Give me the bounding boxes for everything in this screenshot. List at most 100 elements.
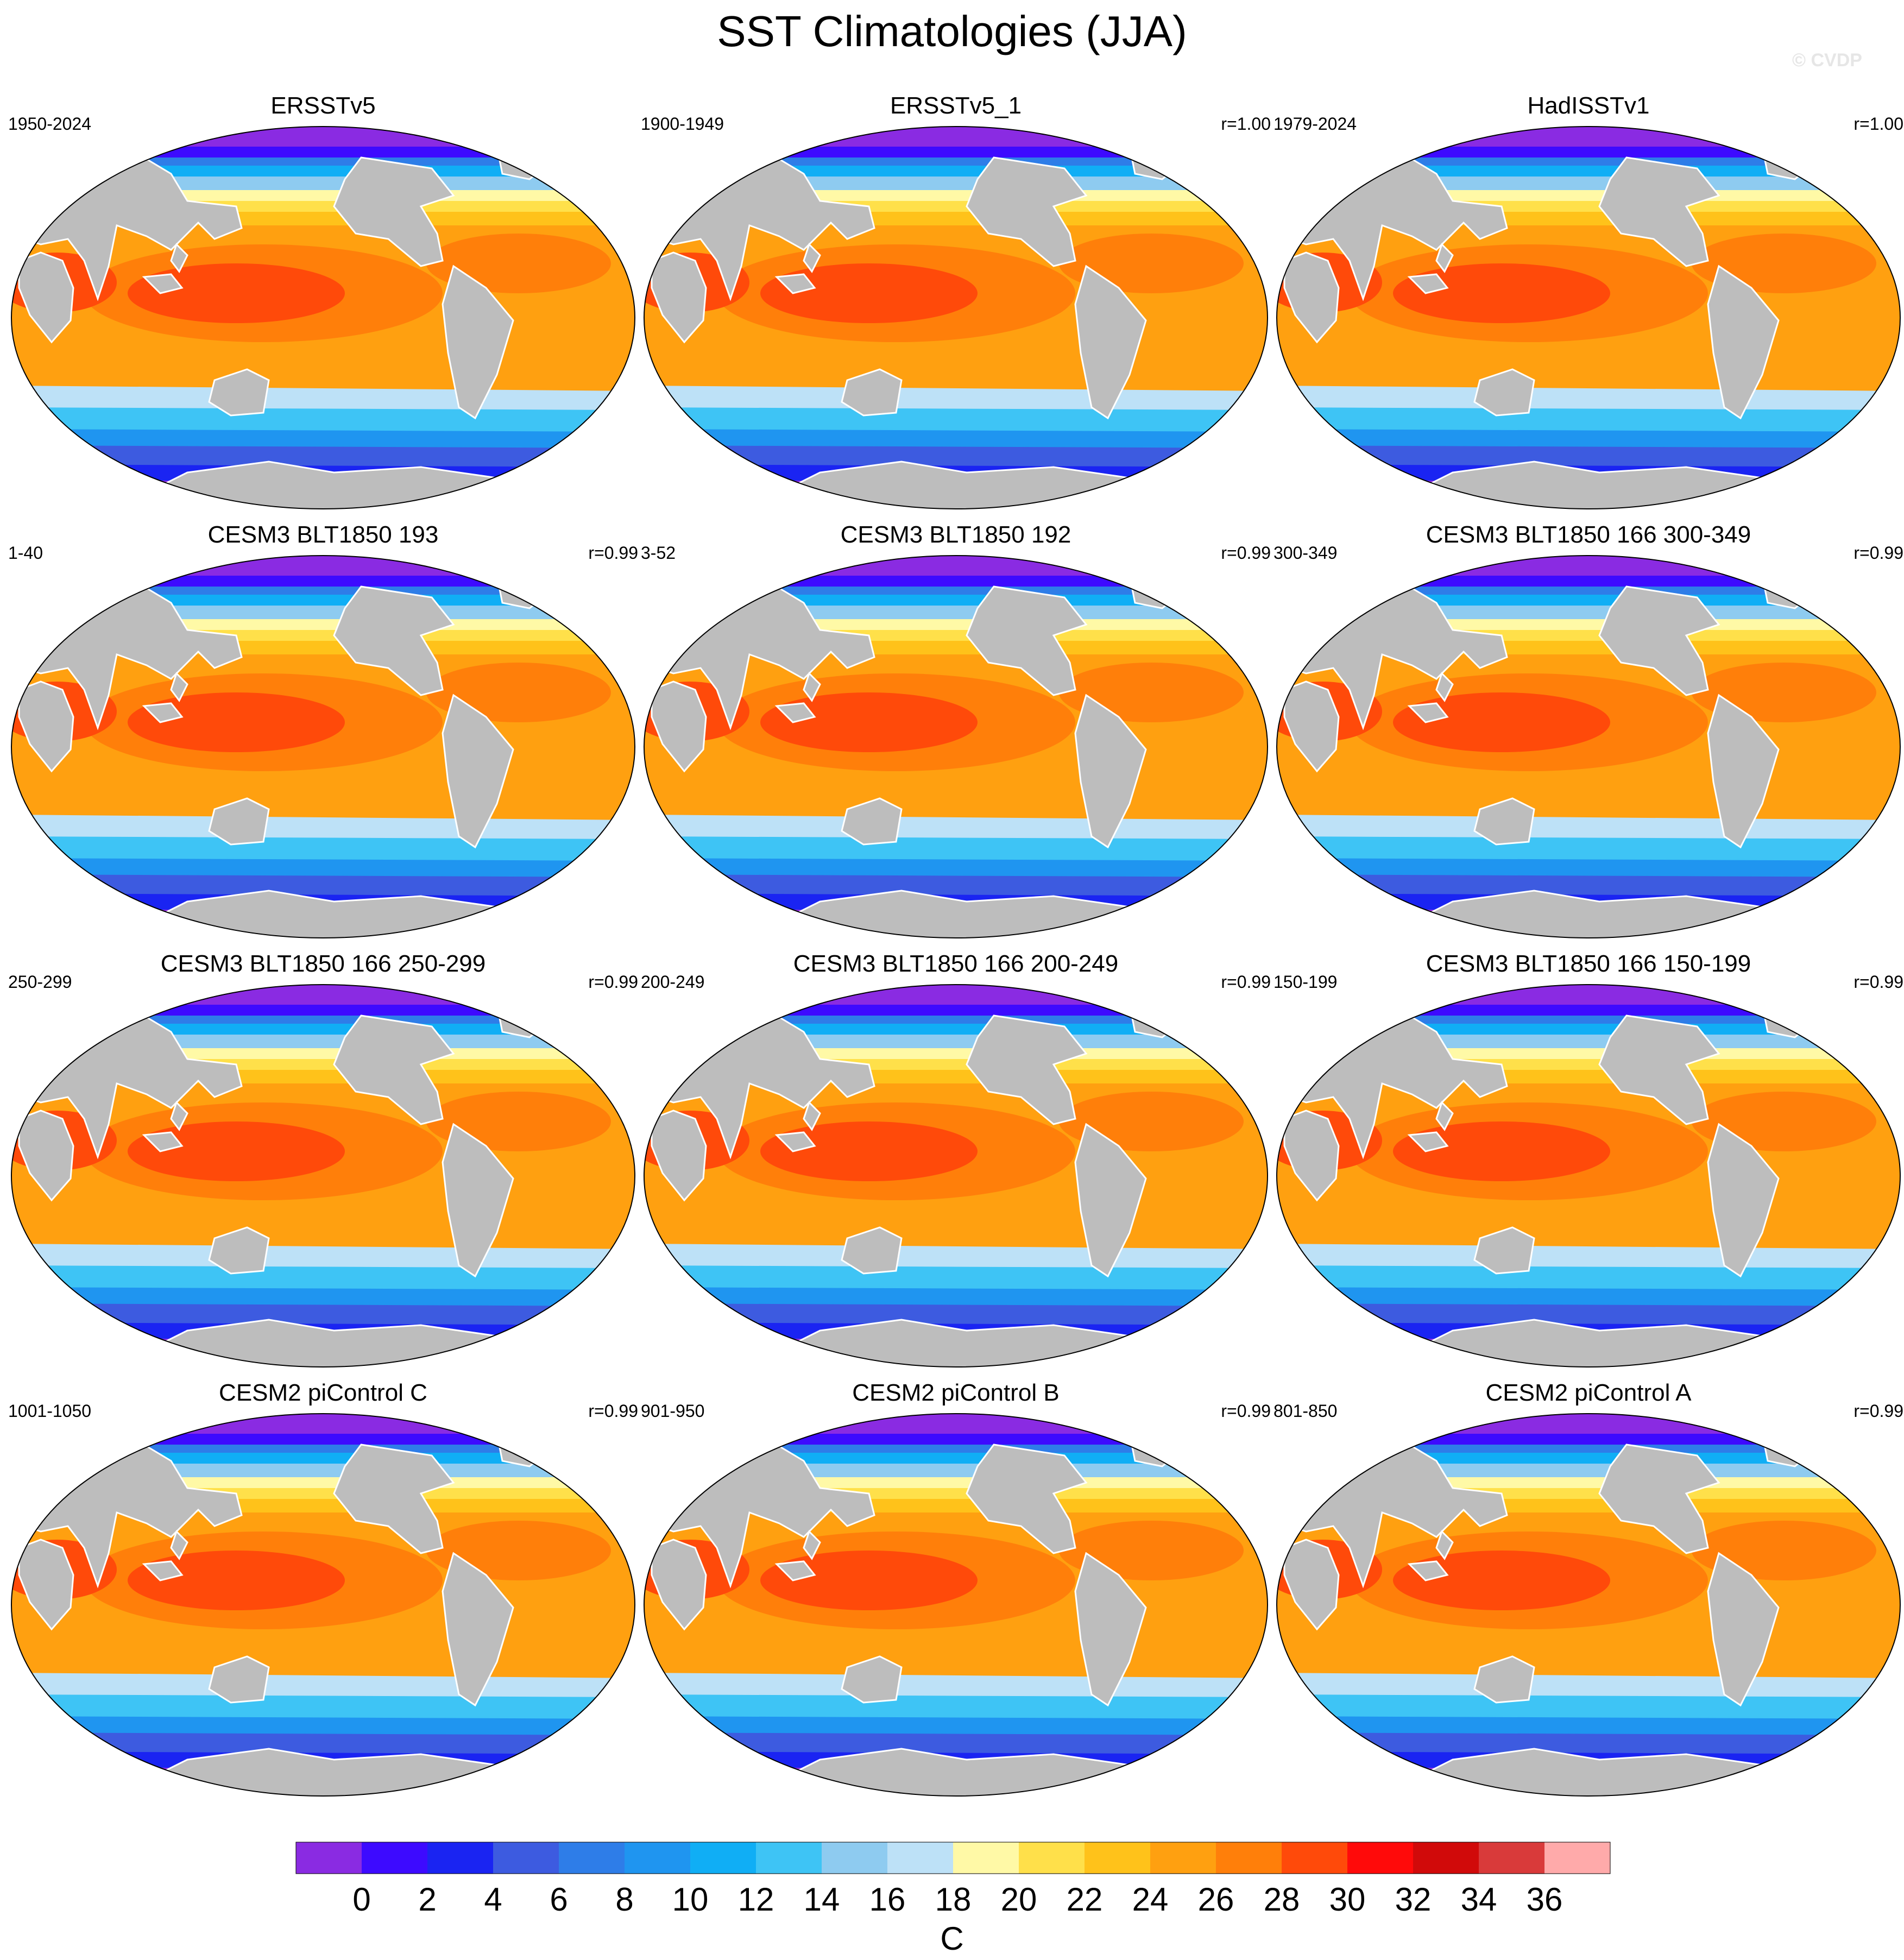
colorbar-tick-label: 16	[869, 1881, 906, 1918]
map-panel: CESM2 piControl A 801-850 r=0.99	[1273, 1379, 1903, 1808]
panel-correlation: r=0.99	[1853, 1401, 1903, 1421]
panel-title: CESM3 BLT1850 166 150-199	[1426, 950, 1751, 977]
panel-correlation: r=0.99	[1221, 972, 1271, 992]
map-panel: CESM3 BLT1850 166 200-249 200-249 r=0.99	[641, 950, 1271, 1379]
sst-map	[1273, 554, 1903, 945]
sst-map	[1273, 983, 1903, 1374]
panel-period: 250-299	[8, 972, 72, 992]
colorbar-tick-label: 26	[1198, 1881, 1234, 1918]
colorbar-swatch	[822, 1842, 888, 1874]
panel-title: CESM3 BLT1850 192	[840, 521, 1071, 548]
panel-period: 1950-2024	[8, 114, 92, 134]
colorbar-swatch	[1347, 1842, 1414, 1874]
colorbar-swatch	[362, 1842, 428, 1874]
colorbar-tick-label: 20	[1001, 1881, 1037, 1918]
colorbar-tick-label: 18	[935, 1881, 972, 1918]
colorbar-unit-label: C	[940, 1920, 963, 1957]
colorbar-swatch	[625, 1842, 691, 1874]
sst-map	[1273, 1412, 1903, 1803]
colorbar-tick-label: 34	[1461, 1881, 1497, 1918]
panel-correlation: r=0.99	[588, 1401, 638, 1421]
panel-period: 300-349	[1273, 543, 1338, 563]
map-panel: CESM3 BLT1850 166 150-199 150-199 r=0.99	[1273, 950, 1903, 1379]
map-panel: HadISSTv1 1979-2024 r=1.00	[1273, 92, 1903, 521]
map-panel: CESM3 BLT1850 166 300-349 300-349 r=0.99	[1273, 521, 1903, 950]
colorbar-swatch	[953, 1842, 1019, 1874]
colorbar-tick-label: 0	[352, 1881, 370, 1918]
panel-title: ERSSTv5_1	[890, 92, 1022, 119]
colorbar-tick-label: 22	[1067, 1881, 1103, 1918]
colorbar-swatch	[1150, 1842, 1216, 1874]
sst-map	[641, 125, 1271, 516]
map-panel: CESM3 BLT1850 166 250-299 250-299 r=0.99	[8, 950, 638, 1379]
sst-map	[641, 1412, 1271, 1803]
colorbar-swatch	[1282, 1842, 1348, 1874]
sst-map	[8, 125, 638, 516]
panel-period: 150-199	[1273, 972, 1338, 992]
colorbar-swatch	[559, 1842, 625, 1874]
colorbar-tick-label: 30	[1329, 1881, 1366, 1918]
map-panel: ERSSTv5_1 1900-1949 r=1.00	[641, 92, 1271, 521]
panel-period: 1-40	[8, 543, 43, 563]
panel-title: CESM2 piControl B	[852, 1379, 1060, 1406]
colorbar-swatch	[1544, 1842, 1611, 1874]
colorbar-tick-label: 28	[1264, 1881, 1300, 1918]
panel-correlation: r=0.99	[1853, 972, 1903, 992]
colorbar-swatch	[1216, 1842, 1282, 1874]
sst-map	[1273, 125, 1903, 516]
colorbar-swatch	[1019, 1842, 1085, 1874]
colorbar-swatch	[493, 1842, 559, 1874]
panel-correlation: r=0.99	[588, 972, 638, 992]
colorbar-tick-label: 14	[804, 1881, 840, 1918]
colorbar-tick-label: 8	[615, 1881, 633, 1918]
panel-correlation: r=0.99	[1221, 543, 1271, 563]
sst-map	[641, 983, 1271, 1374]
colorbar-tick-label: 2	[418, 1881, 436, 1918]
panel-title: ERSSTv5	[270, 92, 376, 119]
colorbar-tick-label: 6	[550, 1881, 568, 1918]
colorbar-tick-label: 10	[672, 1881, 709, 1918]
panel-correlation: r=0.99	[1221, 1401, 1271, 1421]
sst-map	[641, 554, 1271, 945]
sst-map	[8, 1412, 638, 1803]
map-panel: CESM2 piControl C 1001-1050 r=0.99	[8, 1379, 638, 1808]
panel-title: HadISSTv1	[1527, 92, 1650, 119]
colorbar-swatch	[756, 1842, 822, 1874]
colorbar-tick-label: 36	[1527, 1881, 1563, 1918]
colorbar-tick-label: 32	[1395, 1881, 1432, 1918]
colorbar-tick-label: 12	[738, 1881, 774, 1918]
panel-period: 1900-1949	[641, 114, 724, 134]
colorbar-swatch	[1479, 1842, 1545, 1874]
panel-correlation: r=1.00	[1853, 114, 1903, 134]
colorbar-tick-label: 4	[484, 1881, 502, 1918]
panel-correlation: r=0.99	[1853, 543, 1903, 563]
panel-correlation: r=1.00	[1221, 114, 1271, 134]
panel-title: CESM3 BLT1850 166 300-349	[1426, 521, 1751, 548]
panel-period: 801-850	[1273, 1401, 1338, 1421]
colorbar-swatch	[690, 1842, 756, 1874]
colorbar-swatch	[427, 1842, 494, 1874]
panel-period: 1001-1050	[8, 1401, 92, 1421]
panel-title: CESM3 BLT1850 166 200-249	[793, 950, 1119, 977]
map-panel: CESM2 piControl B 901-950 r=0.99	[641, 1379, 1271, 1808]
panel-title: CESM3 BLT1850 193	[207, 521, 439, 548]
map-panel: ERSSTv5 1950-2024	[8, 92, 638, 521]
panel-period: 1979-2024	[1273, 114, 1357, 134]
colorbar-swatch	[1413, 1842, 1479, 1874]
panel-correlation: r=0.99	[588, 543, 638, 563]
sst-map	[8, 983, 638, 1374]
panel-title: CESM3 BLT1850 166 250-299	[160, 950, 486, 977]
colorbar-swatch	[1085, 1842, 1151, 1874]
colorbar-swatch	[887, 1842, 954, 1874]
colorbar-swatch	[296, 1842, 362, 1874]
map-panel: CESM3 BLT1850 193 1-40 r=0.99	[8, 521, 638, 950]
panel-title: CESM2 piControl A	[1485, 1379, 1692, 1406]
panel-period: 3-52	[641, 543, 676, 563]
cvdp-watermark: © CVDP	[1792, 50, 1862, 71]
panel-title: CESM2 piControl C	[219, 1379, 427, 1406]
colorbar-tick-label: 24	[1132, 1881, 1169, 1918]
colorbar-border	[295, 1842, 1611, 1874]
panel-period: 200-249	[641, 972, 705, 992]
sst-map	[8, 554, 638, 945]
figure-title: SST Climatologies (JJA)	[717, 7, 1187, 55]
